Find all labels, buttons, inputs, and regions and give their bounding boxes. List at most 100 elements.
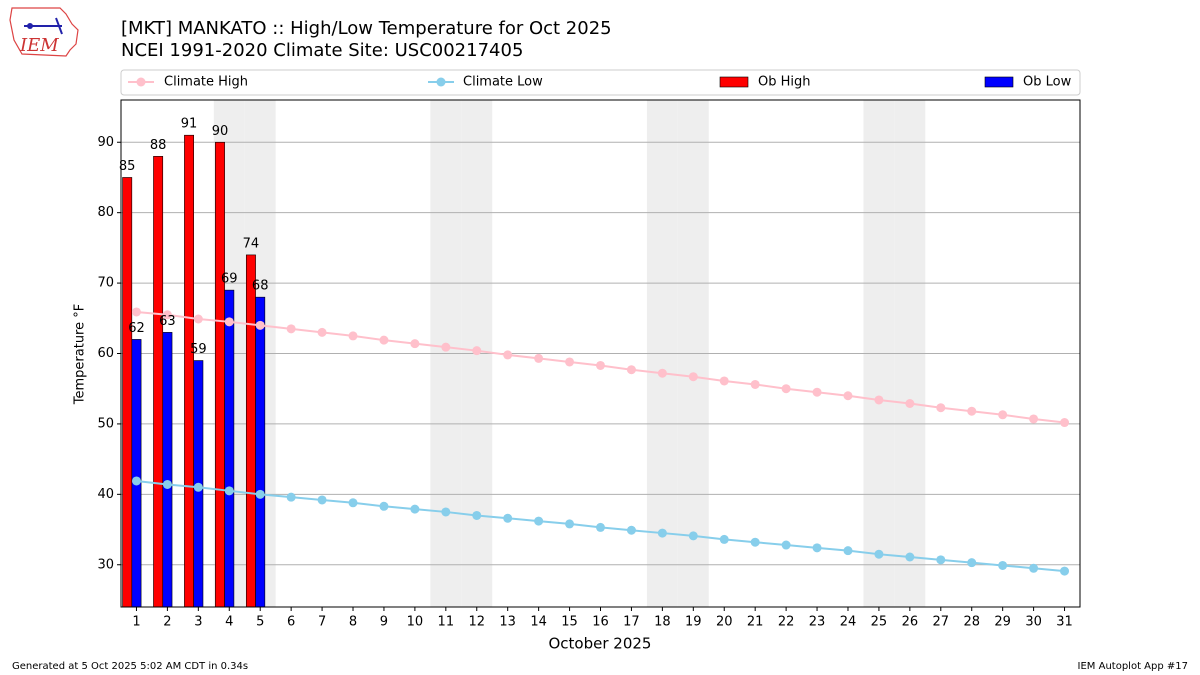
legend-marker: [136, 77, 146, 87]
y-tick-label: 80: [97, 205, 114, 220]
point: [286, 492, 296, 502]
point: [131, 307, 141, 317]
data-label: 59: [190, 342, 207, 357]
point: [905, 552, 915, 562]
bar: [162, 332, 173, 608]
point: [410, 339, 420, 349]
point: [905, 398, 915, 408]
x-tick-label: 10: [407, 615, 424, 630]
data-label: 88: [150, 138, 167, 153]
y-tick-label: 60: [97, 346, 114, 361]
point: [719, 376, 729, 386]
bar: [224, 289, 235, 608]
point: [534, 353, 544, 363]
point: [317, 327, 327, 337]
point: [781, 540, 791, 550]
point: [812, 387, 822, 397]
x-tick-label: 31: [1056, 615, 1073, 630]
point: [472, 346, 482, 356]
point: [688, 531, 698, 541]
point: [998, 560, 1008, 570]
point: [379, 501, 389, 511]
footer-left: Generated at 5 Oct 2025 5:02 AM CDT in 0…: [12, 661, 248, 672]
bar: [153, 156, 164, 608]
logo: IEM: [9, 7, 79, 57]
point: [719, 534, 729, 544]
x-tick-label: 29: [994, 615, 1011, 630]
logo-text: IEM: [19, 35, 59, 56]
x-tick-label: 30: [1025, 615, 1042, 630]
data-label: 63: [159, 314, 176, 329]
x-tick-label: 5: [256, 615, 264, 630]
x-tick-label: 25: [871, 615, 888, 630]
point: [348, 498, 358, 508]
point: [441, 507, 451, 517]
data-label: 74: [243, 236, 260, 251]
point: [131, 476, 141, 486]
legend-swatch: [719, 76, 749, 88]
x-tick-label: 20: [716, 615, 733, 630]
x-tick-label: 2: [163, 615, 171, 630]
x-tick-label: 19: [685, 615, 702, 630]
x-tick-label: 28: [963, 615, 980, 630]
point: [688, 372, 698, 382]
data-label: 68: [252, 279, 269, 294]
legend-label: Ob High: [758, 75, 811, 90]
point: [1029, 563, 1039, 573]
x-tick-label: 23: [809, 615, 826, 630]
point: [1060, 566, 1070, 576]
point: [936, 403, 946, 413]
point: [565, 519, 575, 529]
point: [379, 335, 389, 345]
point: [657, 368, 667, 378]
legend-label: Climate Low: [463, 75, 543, 90]
x-tick-label: 24: [840, 615, 857, 630]
bar: [215, 141, 225, 608]
point: [596, 360, 605, 370]
point: [224, 317, 234, 327]
x-tick-label: 14: [530, 615, 547, 630]
point: [503, 350, 513, 360]
x-tick-label: 7: [318, 615, 326, 630]
x-tick-label: 12: [468, 615, 485, 630]
x-tick-label: 21: [747, 615, 764, 630]
point: [750, 537, 760, 547]
point: [657, 528, 667, 538]
x-tick-label: 17: [623, 615, 640, 630]
bar: [255, 296, 266, 608]
data-label: 90: [212, 124, 229, 139]
point: [843, 391, 853, 401]
point: [348, 331, 358, 341]
point: [750, 379, 760, 389]
plot-frame: [120, 99, 1081, 608]
point: [1029, 414, 1039, 424]
y-axis-label: Temperature °F: [73, 304, 88, 405]
point: [626, 365, 636, 375]
point: [224, 486, 234, 496]
point: [472, 510, 482, 520]
x-tick-label: 6: [287, 615, 295, 630]
point: [441, 342, 451, 352]
footer-right: IEM Autoplot App #17: [1078, 661, 1188, 672]
legend-swatch: [984, 76, 1014, 88]
x-tick-label: 1: [132, 615, 140, 630]
point: [626, 525, 636, 535]
x-tick-label: 26: [902, 615, 919, 630]
point: [874, 395, 884, 405]
x-tick-label: 15: [561, 615, 578, 630]
x-tick-label: 4: [225, 615, 233, 630]
bar: [184, 134, 194, 608]
legend: [120, 69, 1081, 96]
x-tick-label: 3: [194, 615, 202, 630]
y-tick-label: 30: [97, 557, 114, 572]
point: [781, 384, 791, 394]
y-tick-label: 40: [97, 487, 114, 502]
data-label: 85: [119, 159, 136, 174]
point: [936, 555, 946, 565]
point: [874, 549, 884, 559]
point: [596, 522, 605, 532]
point: [193, 482, 203, 492]
point: [967, 558, 977, 568]
point: [843, 546, 853, 556]
